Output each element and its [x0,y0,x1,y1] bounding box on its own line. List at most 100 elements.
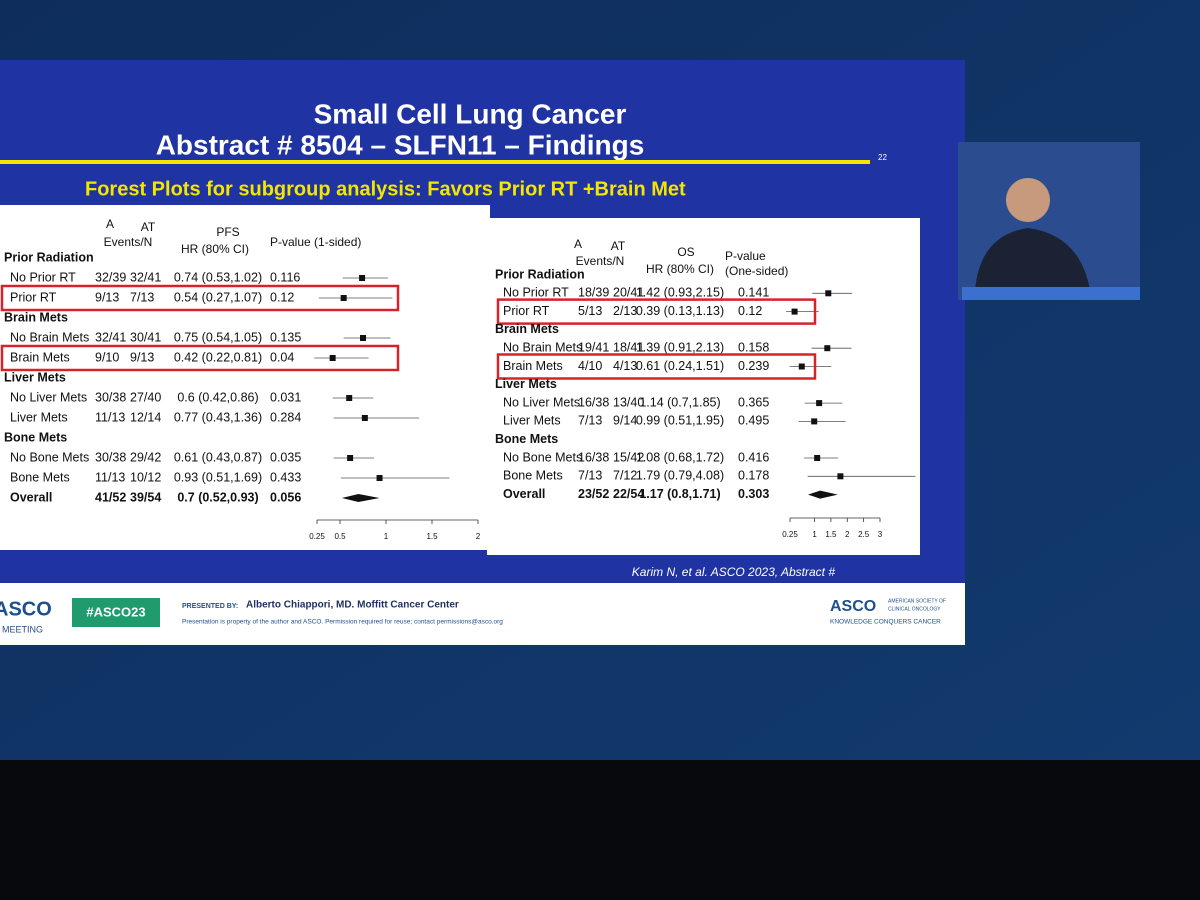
footer-meeting: MEETING [2,624,43,634]
x-tick-label: 2 [845,530,850,539]
point-estimate [824,345,831,352]
point-estimate [814,455,821,461]
row-label: Overall [10,490,52,504]
point-estimate [798,363,805,370]
highlight-box [496,298,817,325]
p-value: 0.303 [738,487,769,501]
row-label: Bone Mets [503,469,563,483]
hazard-ratio: 0.75 (0.54,1.05) [174,330,262,344]
point-estimate [837,473,844,480]
group-label: Brain Mets [495,322,559,336]
row-label: Liver Mets [503,414,561,428]
events-at: 13/40 [613,395,644,409]
column-header: PFS [216,225,239,239]
hazard-ratio: 1.42 (0.93,2.15) [636,286,724,300]
events-a: 19/41 [578,340,609,354]
column-header: P-value (1-sided) [270,235,361,249]
events-a: 11/13 [95,410,125,424]
speaker-body [975,228,1090,290]
row-label: No Brain Mets [10,330,89,344]
p-value: 0.141 [738,286,769,300]
column-header: Events/N [576,254,625,268]
group-label: Bone Mets [4,430,67,444]
speaker-head [1006,178,1050,222]
footer-logo: ASCO [0,598,52,620]
hazard-ratio: 0.42 (0.22,0.81) [174,350,262,364]
p-value: 0.416 [738,450,769,464]
highlight-box [0,344,400,372]
events-a: 16/38 [578,450,609,464]
point-estimate [346,395,353,401]
society-logo: ASCO [830,598,876,615]
x-tick-label: 0.25 [309,532,325,541]
society-line-2: CLINICAL ONCOLOGY [888,606,941,612]
point-estimate [360,335,366,341]
group-label: Brain Mets [4,310,68,324]
p-value: 0.284 [270,410,301,424]
slide-subtitle: Forest Plots for subgroup analysis: Favo… [85,178,686,200]
row-label: Overall [503,487,545,501]
hazard-ratio: 0.54 (0.27,1.07) [174,290,262,304]
events-at: 15/42 [613,450,644,464]
hazard-ratio: 0.61 (0.43,0.87) [174,450,262,464]
p-value: 0.178 [738,469,769,483]
column-header: P-value [725,249,766,263]
hazard-ratio: 0.99 (0.51,1.95) [636,414,724,428]
point-estimate [811,418,818,425]
x-tick-label: 1.5 [825,530,837,539]
point-estimate [816,400,823,407]
events-a: 7/13 [578,414,602,428]
plot-area [786,290,916,499]
page-number: 22 [878,153,887,162]
group-label: Prior Radiation [495,267,585,281]
hazard-ratio: 0.7 (0.52,0.93) [177,490,258,504]
column-header: HR (80% CI) [181,242,249,256]
events-at: 7/13 [130,290,154,304]
events-a: 32/39 [95,270,126,284]
events-a: 23/52 [578,487,609,501]
hashtag-box [72,598,160,627]
floor [0,760,1200,900]
column-header: AT [611,239,626,253]
events-at: 32/41 [130,270,161,284]
p-value: 0.04 [270,350,294,364]
summary-diamond [341,494,380,502]
p-value: 0.12 [270,290,294,304]
events-at: 9/14 [613,414,637,428]
row-label: No Prior RT [503,286,569,300]
group-label: Bone Mets [495,432,558,446]
events-at: 10/12 [130,470,161,484]
events-a: 7/13 [578,469,602,483]
events-a: 11/13 [95,470,125,484]
row-label: No Brain Mets [503,340,582,354]
events-at: 27/40 [130,390,161,404]
x-tick-label: 1 [384,532,389,541]
point-estimate [347,455,354,461]
row-label: No Liver Mets [503,395,580,409]
hazard-ratio: 1.08 (0.68,1.72) [636,450,724,464]
p-value: 0.158 [738,340,769,354]
row-label: No Bone Mets [10,450,89,464]
point-estimate [361,415,368,421]
p-value: 0.031 [270,390,301,404]
x-tick-label: 1 [812,530,817,539]
row-label: No Bone Mets [503,450,582,464]
group-label: Liver Mets [495,377,557,391]
p-value: 0.239 [738,359,769,373]
x-tick-label: 2.5 [858,530,870,539]
highlight-box [496,353,817,380]
row-label: Liver Mets [10,410,68,424]
p-value: 0.116 [270,270,300,284]
point-estimate [791,308,798,315]
events-a: 32/41 [95,330,126,344]
society-line-1: AMERICAN SOCIETY OF [888,598,946,604]
p-value: 0.056 [270,490,301,504]
row-label: Prior RT [10,290,57,304]
hazard-ratio: 0.93 (0.51,1.69) [174,470,262,484]
column-header: A [574,237,582,251]
hazard-ratio: 1.39 (0.91,2.13) [636,340,724,354]
point-estimate [376,475,383,481]
events-at: 29/42 [130,450,161,464]
point-estimate [340,295,347,301]
